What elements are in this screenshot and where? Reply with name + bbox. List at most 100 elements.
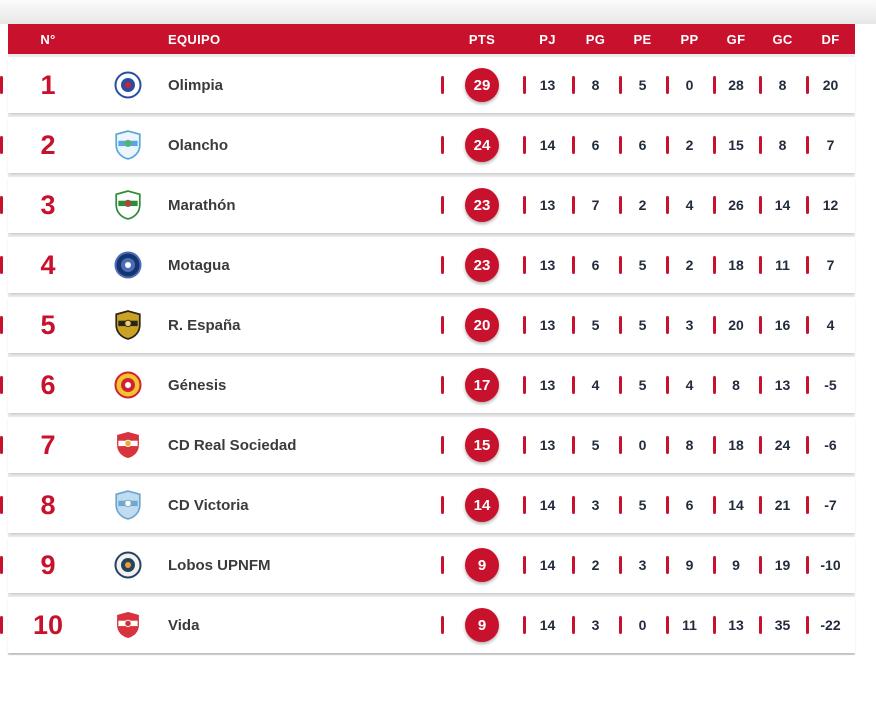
stat-pe: 5: [619, 57, 666, 113]
real-sociedad-crest-icon: [96, 430, 160, 460]
stat-pj: 13: [523, 57, 572, 113]
stat-pg: 4: [572, 357, 619, 413]
row-stats-group: 23 13 7 2 4 26 14 12: [441, 177, 855, 233]
header-gc: GC: [772, 31, 793, 47]
points-badge: 17: [465, 368, 499, 402]
lobos-upnfm-crest-icon: [96, 551, 160, 579]
points-badge: 23: [465, 248, 499, 282]
rank-number: 8: [40, 489, 56, 520]
row-stats-group: 14 14 3 5 6 14 21 -7: [441, 477, 855, 533]
stat-pe: 5: [619, 237, 666, 293]
team-name: R. España: [168, 316, 241, 334]
top-gradient-band: [0, 0, 876, 24]
points-cell: 23: [441, 177, 523, 233]
stat-gf: 14: [713, 477, 759, 533]
table-row: 3 Marathón 23 13 7 2 4 26 14 12: [8, 177, 855, 233]
stat-pp: 11: [666, 597, 713, 653]
victoria-crest-icon: [96, 490, 160, 520]
header-pg: PG: [585, 31, 606, 47]
row-stats-group: 17 13 4 5 4 8 13 -5: [441, 357, 855, 413]
standings-table: N° EQUIPO PTS PJ PG PE PP GF GC DF 1 Olimpia 29 13…: [8, 24, 855, 655]
points-cell: 9: [441, 597, 523, 653]
points-badge: 20: [465, 308, 499, 342]
stat-pp: 2: [666, 117, 713, 173]
row-stats-group: 9 14 3 0 11 13 35 -22: [441, 597, 855, 653]
stat-pp: 6: [666, 477, 713, 533]
row-stats-group: 29 13 8 5 0 28 8 20: [441, 57, 855, 113]
stat-pp: 9: [666, 537, 713, 593]
row-stats-group: 23 13 6 5 2 18 11 7: [441, 237, 855, 293]
rank-number: 5: [40, 309, 56, 340]
stat-pj: 13: [523, 417, 572, 473]
stat-pj: 13: [523, 177, 572, 233]
table-row: 5 R. España 20 13 5 5 3 20 16 4: [8, 297, 855, 353]
stat-df: 4: [806, 297, 855, 353]
row-stats-group: 24 14 6 6 2 15 8 7: [441, 117, 855, 173]
stat-gc: 14: [759, 177, 806, 233]
marathon-crest-icon: [96, 190, 160, 220]
stat-pp: 2: [666, 237, 713, 293]
stat-pe: 5: [619, 357, 666, 413]
stat-pg: 5: [572, 297, 619, 353]
table-header-row: N° EQUIPO PTS PJ PG PE PP GF GC DF: [8, 24, 855, 54]
header-team: EQUIPO: [168, 31, 221, 47]
stat-pe: 5: [619, 297, 666, 353]
olancho-crest-icon: [96, 130, 160, 160]
header-pj: PJ: [539, 31, 556, 47]
points-badge: 29: [465, 68, 499, 102]
table-row: 6 Génesis 17 13 4 5 4 8 13 -5: [8, 357, 855, 413]
header-df: DF: [821, 31, 840, 47]
stat-pg: 5: [572, 417, 619, 473]
row-stats-group: 20 13 5 5 3 20 16 4: [441, 297, 855, 353]
rank-number: 10: [32, 609, 64, 640]
rank-number: 1: [40, 69, 56, 100]
vida-crest-icon: [96, 610, 160, 640]
real-espana-crest-icon: [96, 310, 160, 340]
header-pe: PE: [633, 31, 652, 47]
stat-gc: 21: [759, 477, 806, 533]
rank-number: 9: [40, 549, 56, 580]
points-badge: 9: [465, 548, 499, 582]
rank-number: 7: [40, 429, 56, 460]
stat-gc: 11: [759, 237, 806, 293]
motagua-crest-icon: [96, 251, 160, 279]
stat-pe: 6: [619, 117, 666, 173]
stat-pe: 5: [619, 477, 666, 533]
team-name: Vida: [168, 616, 200, 634]
stat-df: -22: [806, 597, 855, 653]
genesis-crest-icon: [96, 371, 160, 399]
header-pp: PP: [680, 31, 699, 47]
stat-gc: 19: [759, 537, 806, 593]
table-row: 8 CD Victoria 14 14 3 5 6 14 21 -7: [8, 477, 855, 533]
stat-pp: 3: [666, 297, 713, 353]
points-cell: 24: [441, 117, 523, 173]
stat-gf: 28: [713, 57, 759, 113]
points-cell: 29: [441, 57, 523, 113]
stat-df: 7: [806, 237, 855, 293]
table-row: 7 CD Real Sociedad 15 13 5 0 8 18 24 -6: [8, 417, 855, 473]
points-badge: 24: [465, 128, 499, 162]
stat-pg: 8: [572, 57, 619, 113]
team-name: Marathón: [168, 196, 236, 214]
stat-gc: 13: [759, 357, 806, 413]
stat-pg: 3: [572, 597, 619, 653]
header-pts: PTS: [468, 31, 496, 47]
team-name: Olimpia: [168, 76, 224, 94]
stat-pg: 3: [572, 477, 619, 533]
table-row: 10 Vida 9 14 3 0 11 13 35 -22: [8, 597, 855, 653]
table-row: 2 Olancho 24 14 6 6 2 15 8 7: [8, 117, 855, 173]
rank-number: 4: [40, 249, 56, 280]
stat-pj: 13: [523, 357, 572, 413]
rank-number: 2: [40, 129, 56, 160]
stat-pe: 0: [619, 417, 666, 473]
team-name: Lobos UPNFM: [168, 556, 271, 574]
team-name: CD Victoria: [168, 496, 249, 514]
points-cell: 15: [441, 417, 523, 473]
stat-pe: 0: [619, 597, 666, 653]
points-badge: 23: [465, 188, 499, 222]
stat-pp: 4: [666, 357, 713, 413]
header-stats-group: PTS PJ PG PE PP GF GC DF: [441, 24, 855, 54]
stat-pj: 14: [523, 477, 572, 533]
stat-gf: 20: [713, 297, 759, 353]
